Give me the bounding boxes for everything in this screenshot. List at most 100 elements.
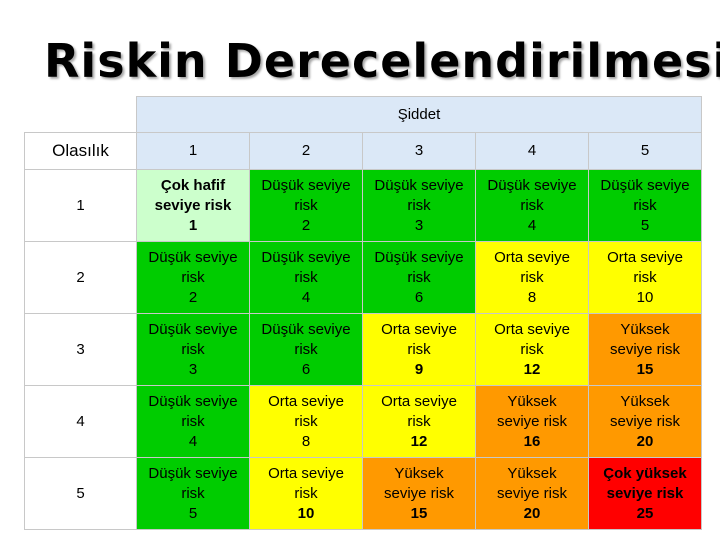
probability-level-3: 3: [24, 313, 137, 386]
risk-label: risk: [181, 484, 205, 502]
risk-score: 4: [188, 432, 198, 450]
severity-level-5: 5: [588, 132, 702, 170]
risk-cell: Orta seviye risk 10: [249, 457, 363, 530]
risk-label: risk: [520, 268, 544, 286]
risk-score: 12: [523, 360, 541, 378]
risk-label: seviye risk: [496, 484, 567, 502]
risk-score: 9: [414, 360, 424, 378]
risk-label: risk: [407, 340, 431, 358]
risk-score: 15: [410, 504, 428, 522]
risk-label: Orta seviye: [607, 248, 683, 266]
risk-label: Orta seviye: [494, 248, 570, 266]
risk-label: seviye risk: [609, 340, 680, 358]
risk-label: Düşük seviye: [261, 248, 351, 266]
risk-matrix: Şiddet Olasılık 1 2 3 4 5 1 Çok hafif sevi…: [24, 96, 702, 530]
risk-label: risk: [181, 412, 205, 430]
risk-label: risk: [520, 196, 544, 214]
risk-score: 3: [414, 216, 424, 234]
risk-cell: Düşük seviye risk 6: [362, 241, 476, 314]
risk-cell: Düşük seviye risk 5: [136, 457, 250, 530]
probability-level-2: 2: [24, 241, 137, 314]
probability-level-1: 1: [24, 169, 137, 242]
risk-label: Orta seviye: [268, 392, 344, 410]
risk-score: 6: [414, 288, 424, 306]
risk-label: seviye risk: [154, 196, 232, 214]
risk-label: risk: [181, 340, 205, 358]
severity-header: Şiddet: [136, 96, 702, 133]
risk-label: Düşük seviye: [374, 176, 464, 194]
risk-score: 5: [188, 504, 198, 522]
risk-score: 10: [636, 288, 654, 306]
risk-cell: Düşük seviye risk 5: [588, 169, 702, 242]
risk-cell: Yüksek seviye risk 20: [475, 457, 589, 530]
table-row: 3 Düşük seviye risk 3 Düşük seviye risk 6 Orta …: [24, 313, 702, 386]
risk-label: Yüksek: [507, 464, 557, 482]
risk-label: risk: [294, 268, 318, 286]
table-row: 5 Düşük seviye risk 5 Orta seviye risk 10 Yükse…: [24, 457, 702, 530]
risk-score: 4: [527, 216, 537, 234]
risk-score: 8: [301, 432, 311, 450]
table-row: 2 Düşük seviye risk 2 Düşük seviye risk 4 Düşük…: [24, 241, 702, 314]
table-row: 4 Düşük seviye risk 4 Orta seviye risk 8 Orta s…: [24, 385, 702, 458]
risk-label: Düşük seviye: [148, 248, 238, 266]
table-row: 1 Çok hafif seviye risk 1 Düşük seviye risk 2 D…: [24, 169, 702, 242]
risk-cell: Düşük seviye risk 6: [249, 313, 363, 386]
risk-cell: Orta seviye risk 12: [475, 313, 589, 386]
risk-label: Orta seviye: [381, 392, 457, 410]
risk-label: seviye risk: [609, 412, 680, 430]
page-title: Riskin Derecelendirilmesi: [44, 34, 720, 88]
risk-label: Düşük seviye: [148, 392, 238, 410]
risk-score: 15: [636, 360, 654, 378]
risk-label: Yüksek: [507, 392, 557, 410]
risk-score: 2: [301, 216, 311, 234]
risk-label: seviye risk: [606, 484, 684, 502]
risk-cell: Yüksek seviye risk 20: [588, 385, 702, 458]
risk-score: 6: [301, 360, 311, 378]
risk-label: Düşük seviye: [487, 176, 577, 194]
risk-label: risk: [633, 196, 657, 214]
matrix-body: 1 Çok hafif seviye risk 1 Düşük seviye risk 2 D…: [24, 169, 702, 530]
risk-cell: Düşük seviye risk 3: [136, 313, 250, 386]
risk-cell: Orta seviye risk 8: [249, 385, 363, 458]
risk-score: 5: [640, 216, 650, 234]
risk-label: seviye risk: [383, 484, 454, 502]
risk-label: Düşük seviye: [148, 464, 238, 482]
risk-score: 10: [297, 504, 315, 522]
probability-level-5: 5: [24, 457, 137, 530]
risk-label: risk: [294, 340, 318, 358]
risk-label: risk: [294, 196, 318, 214]
risk-label: Çok yüksek: [603, 464, 687, 482]
risk-cell: Düşük seviye risk 3: [362, 169, 476, 242]
risk-label: Düşük seviye: [374, 248, 464, 266]
risk-label: seviye risk: [496, 412, 567, 430]
risk-cell: Orta seviye risk 10: [588, 241, 702, 314]
risk-label: Orta seviye: [381, 320, 457, 338]
risk-label: Orta seviye: [268, 464, 344, 482]
risk-label: risk: [181, 268, 205, 286]
corner-blank: [24, 96, 137, 133]
risk-cell: Düşük seviye risk 4: [136, 385, 250, 458]
risk-score: 1: [188, 216, 198, 234]
risk-cell: Düşük seviye risk 4: [475, 169, 589, 242]
risk-cell: Çok hafif seviye risk 1: [136, 169, 250, 242]
risk-cell: Yüksek seviye risk 15: [362, 457, 476, 530]
risk-label: Yüksek: [620, 320, 670, 338]
risk-score: 2: [188, 288, 198, 306]
risk-label: Yüksek: [620, 392, 670, 410]
risk-label: risk: [294, 484, 318, 502]
risk-cell: Düşük seviye risk 2: [136, 241, 250, 314]
risk-score: 3: [188, 360, 198, 378]
risk-score: 12: [410, 432, 428, 450]
risk-label: Yüksek: [394, 464, 444, 482]
risk-label: risk: [633, 268, 657, 286]
risk-score: 16: [523, 432, 541, 450]
risk-label: Düşük seviye: [261, 320, 351, 338]
risk-label: risk: [520, 340, 544, 358]
risk-score: 20: [636, 432, 654, 450]
risk-label: risk: [407, 196, 431, 214]
risk-score: 8: [527, 288, 537, 306]
risk-label: Çok hafif: [160, 176, 226, 194]
probability-header: Olasılık: [24, 132, 137, 170]
risk-label: risk: [407, 268, 431, 286]
risk-score: 20: [523, 504, 541, 522]
